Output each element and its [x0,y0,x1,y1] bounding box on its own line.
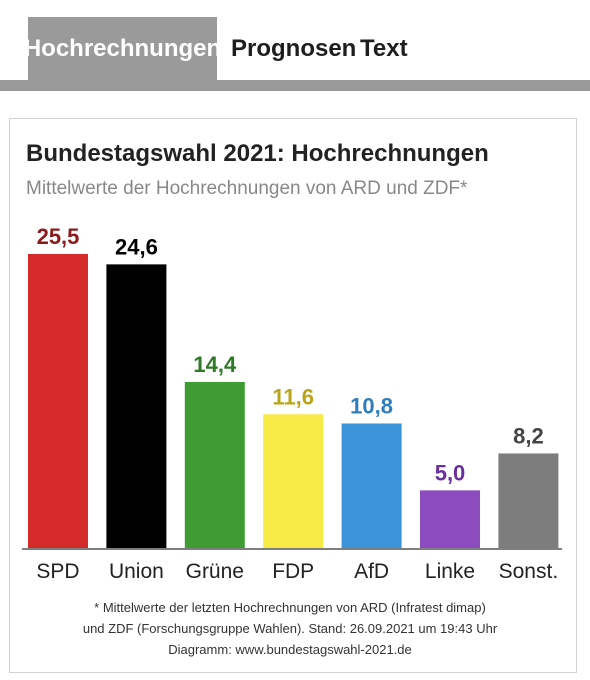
bar-fdp [263,414,324,548]
value-label-spd: 25,5 [37,224,80,249]
value-label-sonst: 8,2 [513,423,544,448]
bar-grne [184,381,245,548]
category-label-afd: AfD [354,560,389,583]
chart-card [9,118,577,673]
tab-underline [0,80,590,91]
value-label-afd: 10,8 [350,393,393,418]
bar-spd [28,254,88,548]
bar-union [106,264,167,548]
bar-linke [420,490,480,548]
category-label-sonst: Sonst. [499,560,559,583]
category-label-linke: Linke [425,560,475,583]
category-label-spd: SPD [36,560,79,583]
tab-bar: Hochrechnungen Prognosen Text [0,0,590,92]
bar-sonst [498,453,559,548]
category-label-union: Union [109,560,164,583]
tab-prognosen[interactable]: Prognosen [231,34,357,62]
chart-title: Bundestagswahl 2021: Hochrechnungen [26,140,489,167]
value-label-linke: 5,0 [435,460,466,485]
tab-hochrechnungen[interactable]: Hochrechnungen [24,17,221,91]
value-label-grne: 14,4 [193,352,237,377]
value-label-fdp: 11,6 [272,384,314,409]
bar-afd [341,423,402,548]
footnote-line-1: * Mittelwerte der letzten Hochrechnungen… [94,600,486,615]
value-label-union: 24,6 [115,234,158,259]
chart-subtitle: Mittelwerte der Hochrechnungen von ARD u… [26,178,468,199]
footnote-line-3: Diagramm: www.bundestagswahl-2021.de [168,642,412,657]
tab-text[interactable]: Text [360,34,408,62]
footnote: * Mittelwerte der letzten Hochrechnungen… [40,597,540,660]
category-label-fdp: FDP [272,560,314,583]
category-label-grne: Grüne [186,560,244,583]
footnote-line-2: und ZDF (Forschungsgruppe Wahlen). Stand… [82,621,498,636]
